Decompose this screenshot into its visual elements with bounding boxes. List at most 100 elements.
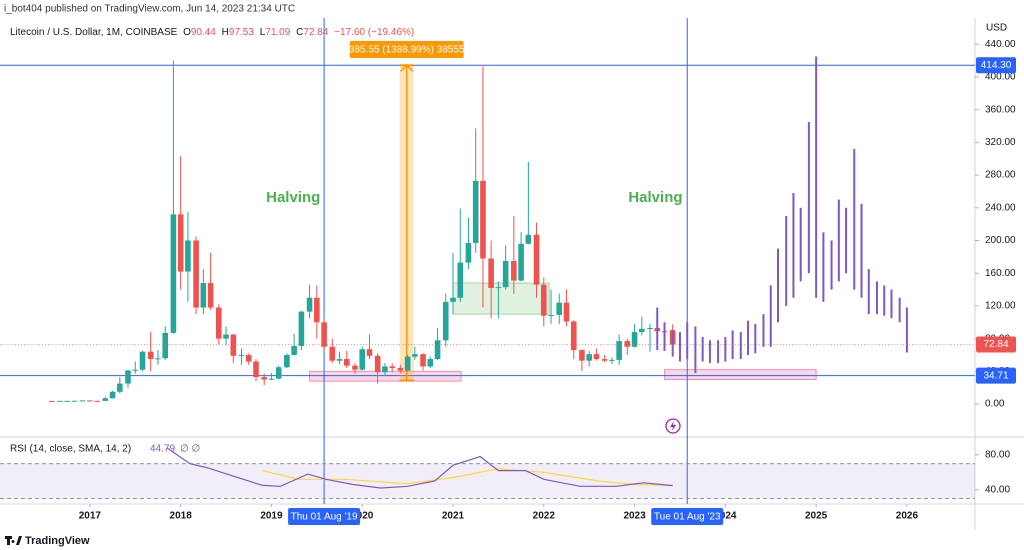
x-tick-label: 2024 xyxy=(714,511,737,522)
candle-body xyxy=(79,400,86,402)
rsi-y-tick-label: 40.00 xyxy=(985,484,1010,495)
y-tick-label: 400.00 xyxy=(985,72,1016,83)
candle-body xyxy=(647,327,653,329)
legend-value: 72.84 xyxy=(303,27,328,38)
x-tick-label: 2017 xyxy=(79,511,102,522)
candle-body xyxy=(352,365,358,370)
brand-logo xyxy=(5,536,22,545)
crosshair-label-box xyxy=(288,508,361,525)
price-label-box xyxy=(976,367,1016,384)
candle-body xyxy=(525,234,532,244)
candle-body xyxy=(132,369,139,371)
rsi-line xyxy=(166,447,673,489)
legend-label: C xyxy=(296,27,303,38)
rsi-title: RSI (14, close, SMA, 14, 2) xyxy=(10,444,131,455)
annotation: Halving xyxy=(628,189,682,206)
candle-body xyxy=(336,359,343,361)
candle-body xyxy=(442,301,449,341)
rsi-value: 44.79 xyxy=(150,444,175,455)
candle-body xyxy=(291,345,297,355)
candle-body xyxy=(609,359,615,361)
candle-body xyxy=(230,334,237,356)
candle-body xyxy=(374,355,381,373)
y-tick-label: 320.00 xyxy=(985,137,1016,148)
plot: 0.00 40.00 80.00 120.00 160.00 200.00 240.00 28… xyxy=(0,18,1016,525)
candle-body xyxy=(601,359,608,361)
candle-body xyxy=(215,307,222,339)
crosshair-label-box xyxy=(651,508,724,525)
legend-label: O xyxy=(183,27,191,38)
price-label-box xyxy=(976,57,1016,74)
candle-body xyxy=(586,354,592,361)
candle-body xyxy=(306,297,313,312)
y-tick-label: 160.00 xyxy=(985,268,1016,279)
candle-body xyxy=(261,377,267,380)
candle-body xyxy=(343,359,350,366)
candle-body xyxy=(200,283,207,308)
brand-name: TradingView xyxy=(25,535,90,547)
candle-body xyxy=(268,378,275,380)
candle-body xyxy=(94,400,100,402)
candle-body xyxy=(275,367,282,379)
legend-label: H xyxy=(222,27,229,38)
x-tick-label: 2022 xyxy=(533,511,556,522)
candle-body xyxy=(480,180,486,259)
event-icon-bolt xyxy=(670,421,676,431)
x-tick-label: 2019 xyxy=(260,511,283,522)
candle-body xyxy=(155,358,161,360)
zone xyxy=(664,369,817,381)
candle-body xyxy=(185,240,191,272)
rsi-flags: ∅ ∅ xyxy=(180,444,200,455)
crosshair-label: Tue 01 Aug '23 xyxy=(654,512,721,523)
measure-label: 385.55 (1388.99%) 38555 xyxy=(349,45,465,56)
annotation: Halving xyxy=(266,189,320,206)
y-tick-label: 360.00 xyxy=(985,104,1016,115)
candle-body xyxy=(511,260,517,281)
candle-body xyxy=(366,349,373,356)
y-tick-label: 120.00 xyxy=(985,301,1016,312)
y-tick-label: 280.00 xyxy=(985,170,1016,181)
candle-body xyxy=(284,354,290,368)
candle-body xyxy=(502,260,509,288)
candle-body xyxy=(48,400,55,402)
candle-body xyxy=(465,242,472,263)
legend-symbol: Litecoin / U.S. Dollar, 1M, COINBASE xyxy=(10,27,178,38)
candle-body xyxy=(495,287,502,289)
candle-body xyxy=(624,341,631,347)
candle-body xyxy=(556,302,563,315)
candle-body xyxy=(382,366,388,373)
candle-body xyxy=(245,354,252,362)
candle-body xyxy=(147,351,154,360)
y-tick-label: 200.00 xyxy=(985,235,1016,246)
candle-body xyxy=(64,400,70,402)
rsi-band xyxy=(0,463,975,499)
x-tick-label: 2021 xyxy=(442,511,465,522)
candle-body xyxy=(162,332,169,359)
candle-body xyxy=(253,361,259,378)
candle-body xyxy=(570,321,577,351)
candle-body xyxy=(540,284,547,316)
candle-body xyxy=(57,400,63,402)
candle-body xyxy=(125,370,131,384)
legend-change: −17.60 (−19.46%) xyxy=(334,27,414,38)
candle-body xyxy=(533,234,540,285)
candle-body xyxy=(472,180,479,243)
legend-label: L xyxy=(260,27,266,38)
candle-body xyxy=(87,400,93,402)
x-tick-label: 2018 xyxy=(170,511,193,522)
candle-body xyxy=(397,368,404,371)
candle-body xyxy=(321,322,327,347)
x-tick-label: 2025 xyxy=(805,511,828,522)
candle-body xyxy=(631,332,638,347)
candle-body xyxy=(71,400,78,402)
crosshair-label: Thu 01 Aug '19 xyxy=(291,512,358,523)
x-tick-label: 2023 xyxy=(623,511,646,522)
candle-body xyxy=(223,334,229,339)
legend-value: 71.09 xyxy=(265,27,290,38)
price-label-box xyxy=(976,336,1016,353)
candle-body xyxy=(639,328,645,333)
candle-body xyxy=(579,350,585,361)
candle-body xyxy=(518,243,524,281)
